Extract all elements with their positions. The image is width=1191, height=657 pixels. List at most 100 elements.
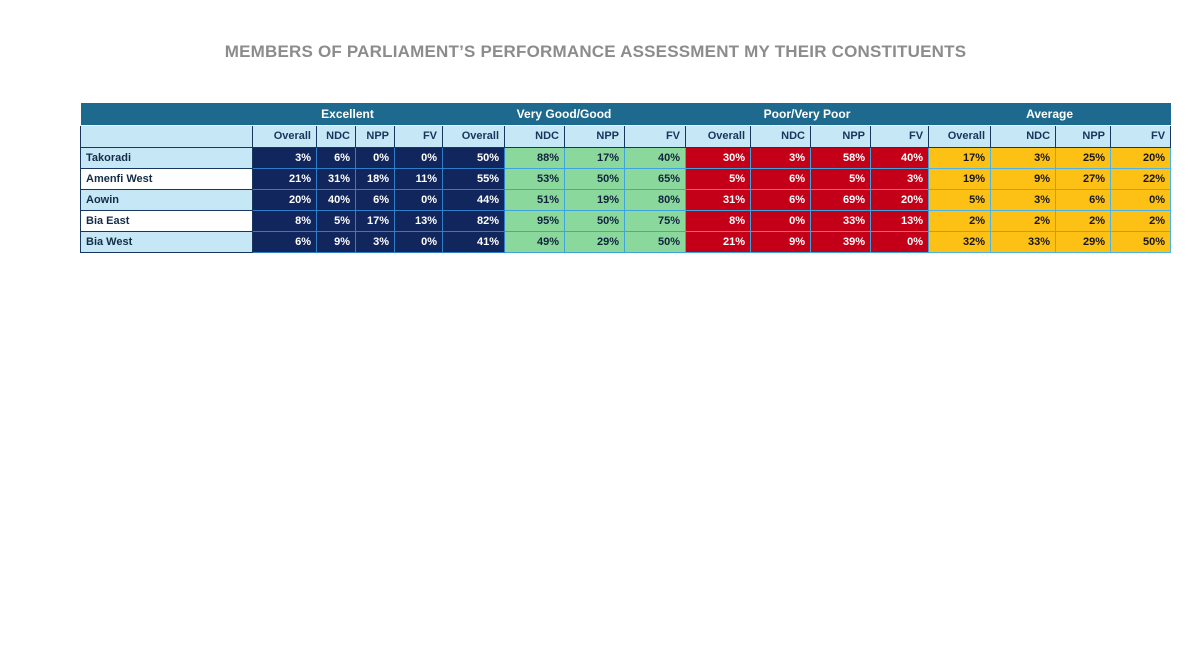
value-cell: 40% [624, 147, 687, 169]
value-cell: 2% [928, 210, 992, 232]
value-cell: 41% [442, 231, 506, 253]
group-header-poor: Poor/Very Poor [685, 103, 929, 126]
value-cell: 0% [393, 189, 444, 211]
column-header: Overall [442, 125, 506, 148]
column-header: Overall [685, 125, 752, 148]
value-cell: 80% [624, 189, 687, 211]
value-cell: 3% [990, 189, 1057, 211]
value-cell: 3% [990, 147, 1057, 169]
value-cell: 17% [355, 210, 395, 232]
value-cell: 75% [624, 210, 687, 232]
column-header: FV [870, 125, 930, 148]
value-cell: 3% [750, 147, 812, 169]
page-title: MEMBERS OF PARLIAMENT’S PERFORMANCE ASSE… [224, 42, 967, 61]
column-header: NDC [750, 125, 812, 148]
row-label: Aowin [80, 189, 253, 211]
group-header-row: Excellent Very Good/Good Poor/Very Poor … [80, 103, 1171, 126]
value-cell: 50% [1110, 231, 1172, 253]
value-cell: 29% [1055, 231, 1112, 253]
value-cell: 30% [685, 147, 752, 169]
value-cell: 9% [990, 168, 1057, 190]
row-label: Bia West [80, 231, 253, 253]
value-cell: 33% [990, 231, 1057, 253]
value-cell: 0% [1110, 189, 1172, 211]
value-cell: 6% [355, 189, 395, 211]
table-row: Bia West 6% 9% 3% 0% 41% 49% 29% 50% 21%… [80, 231, 1172, 253]
column-header: NDC [316, 125, 356, 148]
value-cell: 0% [750, 210, 812, 232]
column-header: NDC [504, 125, 566, 148]
group-header-very-good: Very Good/Good [442, 103, 686, 126]
value-cell: 50% [624, 231, 687, 253]
value-cell: 18% [355, 168, 395, 190]
column-header: NDC [990, 125, 1057, 148]
corner-cell [80, 125, 253, 148]
value-cell: 9% [316, 231, 356, 253]
value-cell: 21% [252, 168, 317, 190]
column-header: NPP [564, 125, 626, 148]
corner-cell [80, 103, 253, 126]
value-cell: 0% [393, 231, 444, 253]
column-header: NPP [1055, 125, 1112, 148]
value-cell: 49% [504, 231, 566, 253]
value-cell: 31% [685, 189, 752, 211]
subheader-row: Overall NDC NPP FV Overall NDC NPP FV Ov… [80, 125, 1172, 148]
column-header: FV [1110, 125, 1172, 148]
value-cell: 55% [442, 168, 506, 190]
value-cell: 20% [870, 189, 930, 211]
value-cell: 0% [870, 231, 930, 253]
value-cell: 27% [1055, 168, 1112, 190]
group-header-average: Average [928, 103, 1171, 126]
value-cell: 2% [1055, 210, 1112, 232]
value-cell: 5% [810, 168, 872, 190]
value-cell: 6% [750, 168, 812, 190]
value-cell: 65% [624, 168, 687, 190]
value-cell: 69% [810, 189, 872, 211]
value-cell: 20% [1110, 147, 1172, 169]
row-label: Amenfi West [80, 168, 253, 190]
value-cell: 20% [252, 189, 317, 211]
value-cell: 6% [316, 147, 356, 169]
value-cell: 31% [316, 168, 356, 190]
column-header: NPP [810, 125, 872, 148]
value-cell: 32% [928, 231, 992, 253]
value-cell: 17% [564, 147, 626, 169]
value-cell: 50% [564, 210, 626, 232]
value-cell: 2% [990, 210, 1057, 232]
value-cell: 95% [504, 210, 566, 232]
column-header: Overall [928, 125, 992, 148]
value-cell: 5% [316, 210, 356, 232]
group-header-excellent: Excellent [252, 103, 443, 126]
value-cell: 8% [685, 210, 752, 232]
value-cell: 33% [810, 210, 872, 232]
row-label: Bia East [80, 210, 253, 232]
value-cell: 50% [442, 147, 506, 169]
table-row: Aowin 20% 40% 6% 0% 44% 51% 19% 80% 31% … [80, 189, 1172, 211]
value-cell: 3% [870, 168, 930, 190]
column-header: FV [624, 125, 687, 148]
column-header: NPP [355, 125, 395, 148]
value-cell: 8% [252, 210, 317, 232]
value-cell: 19% [928, 168, 992, 190]
value-cell: 6% [252, 231, 317, 253]
value-cell: 0% [355, 147, 395, 169]
value-cell: 13% [870, 210, 930, 232]
column-header: Overall [252, 125, 317, 148]
value-cell: 0% [393, 147, 444, 169]
value-cell: 44% [442, 189, 506, 211]
table-row: Amenfi West 21% 31% 18% 11% 55% 53% 50% … [80, 168, 1172, 190]
column-header: FV [393, 125, 444, 148]
value-cell: 22% [1110, 168, 1172, 190]
value-cell: 5% [928, 189, 992, 211]
value-cell: 3% [355, 231, 395, 253]
value-cell: 3% [252, 147, 317, 169]
value-cell: 11% [393, 168, 444, 190]
row-label: Takoradi [80, 147, 253, 169]
value-cell: 58% [810, 147, 872, 169]
value-cell: 9% [750, 231, 812, 253]
value-cell: 50% [564, 168, 626, 190]
value-cell: 2% [1110, 210, 1172, 232]
value-cell: 40% [870, 147, 930, 169]
table-row: Takoradi 3% 6% 0% 0% 50% 88% 17% 40% 30%… [80, 147, 1172, 169]
performance-assessment-table: Excellent Very Good/Good Poor/Very Poor … [80, 103, 1172, 253]
